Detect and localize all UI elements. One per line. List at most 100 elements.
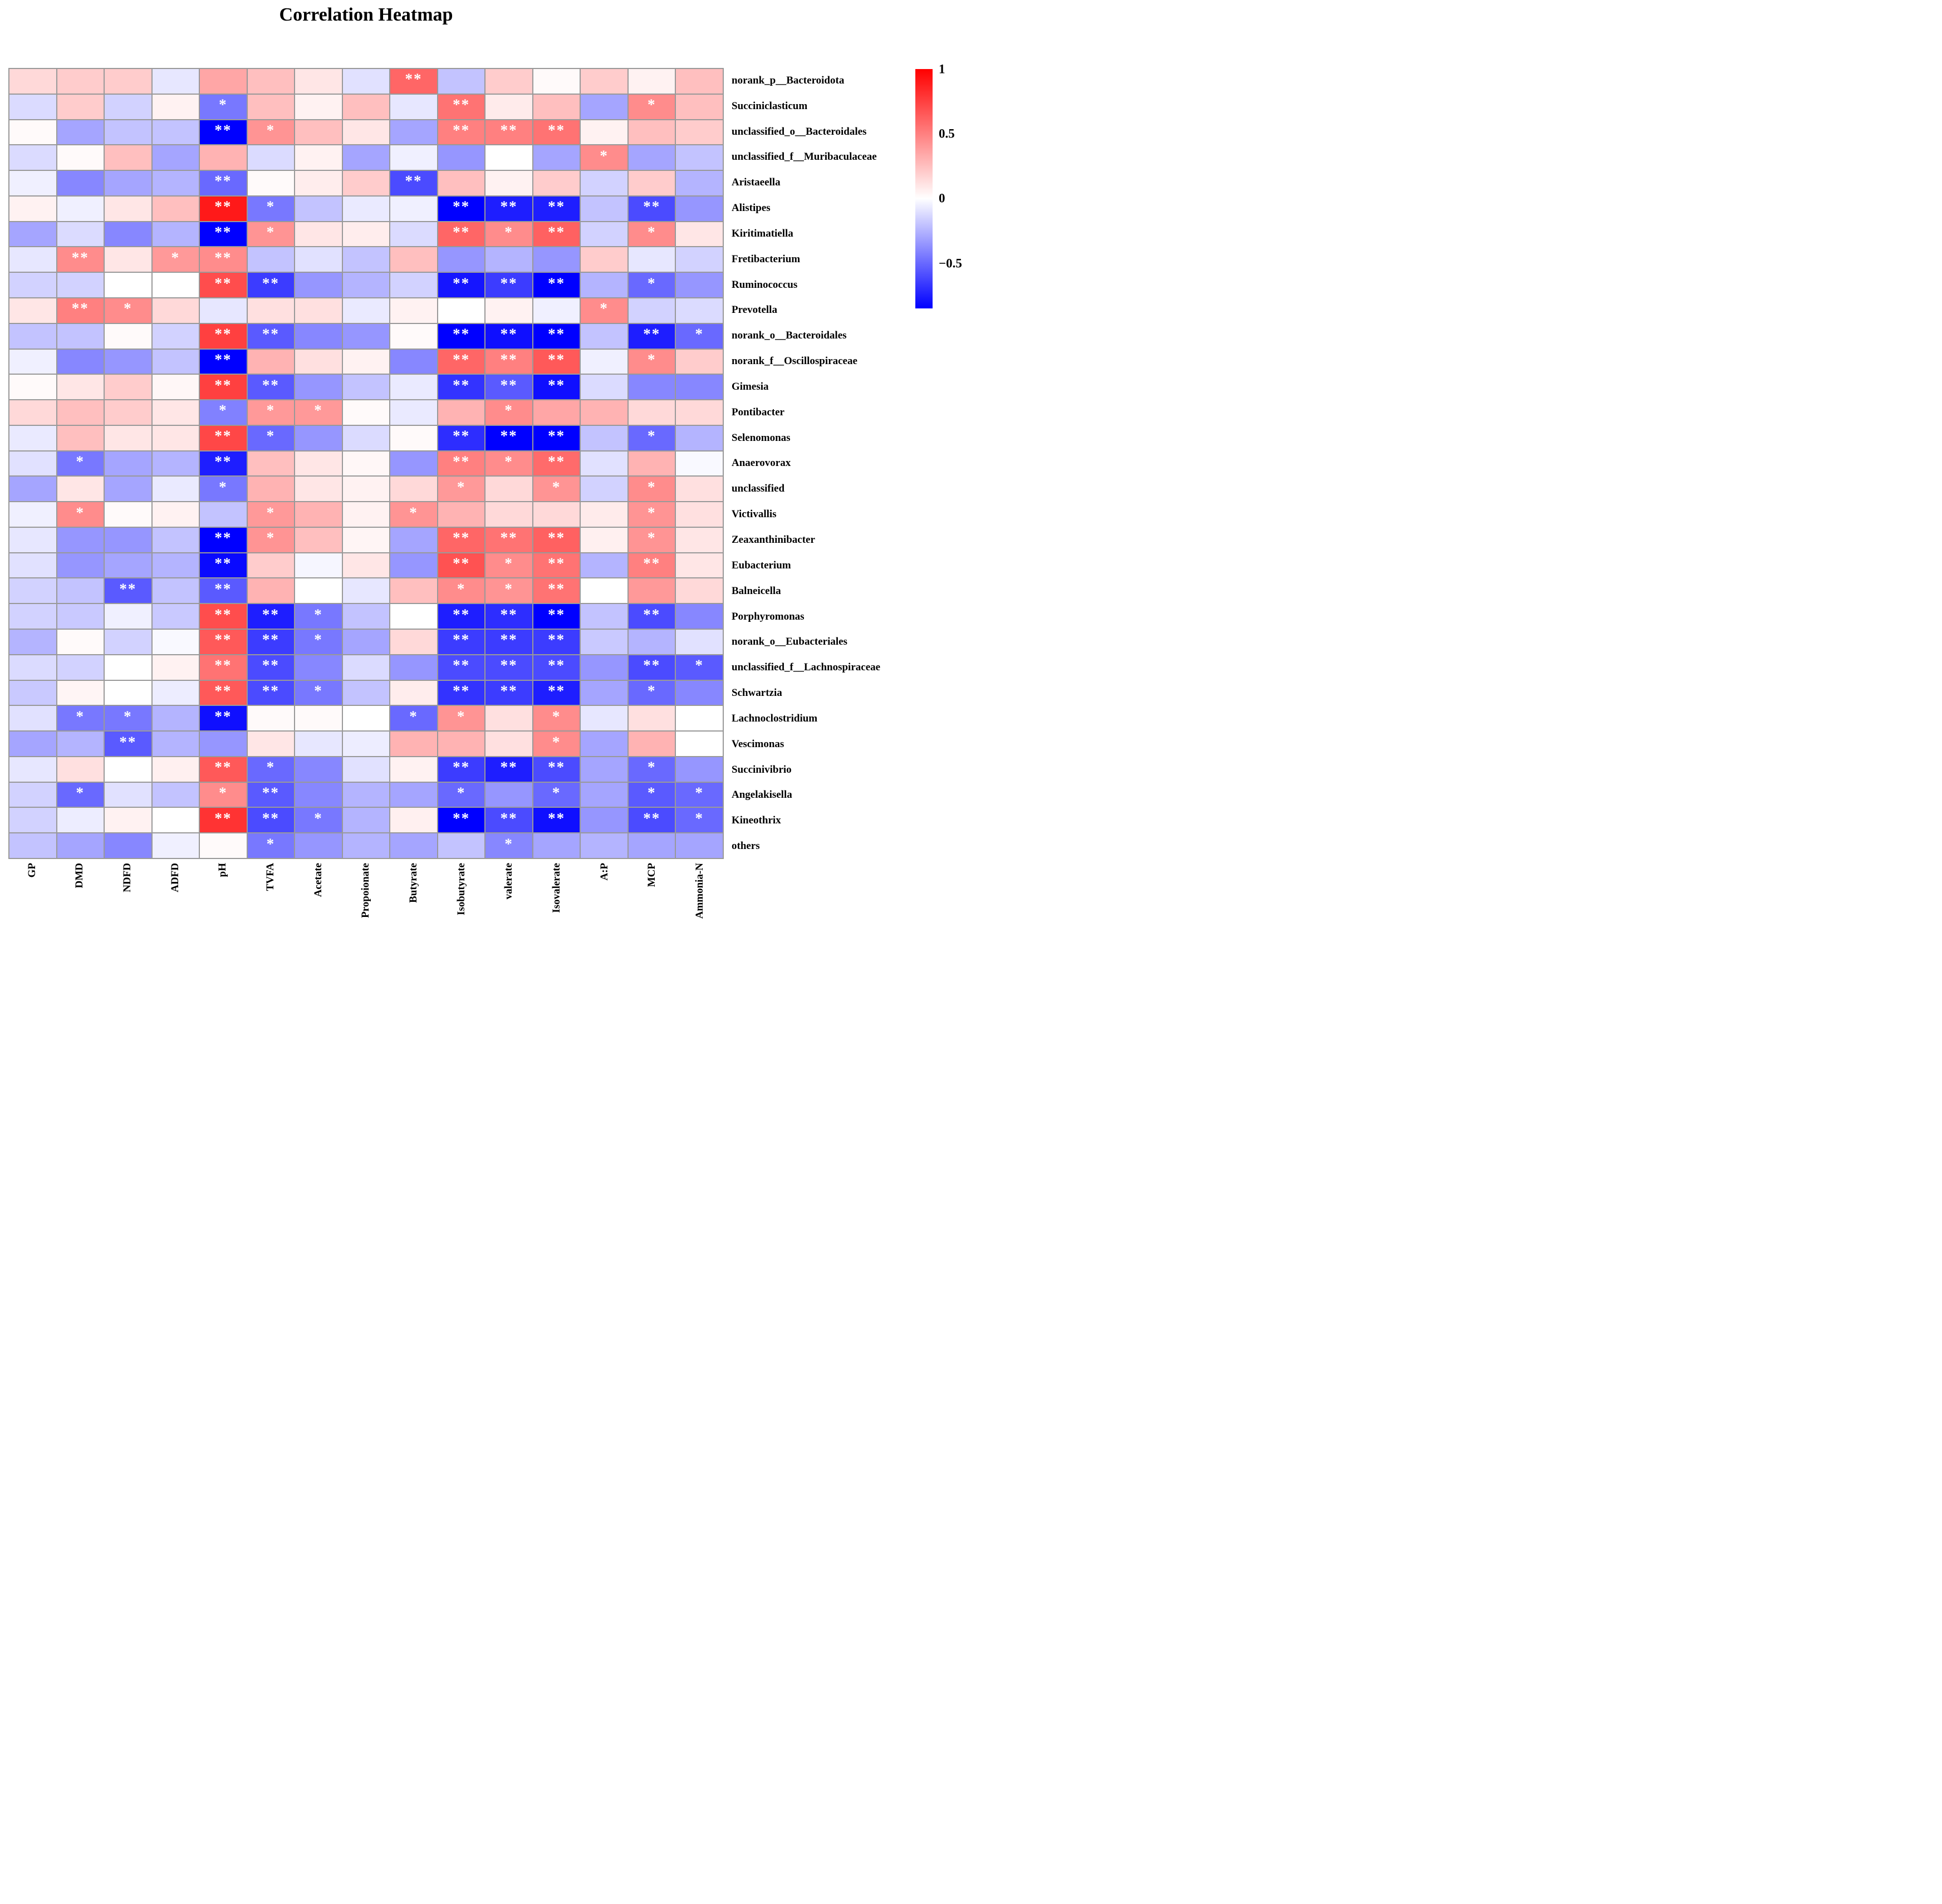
heatmap-cell: ** xyxy=(200,527,247,552)
heatmap-cell: ** xyxy=(438,196,485,221)
significance-marker: ** xyxy=(119,733,137,750)
heatmap-cell xyxy=(390,273,437,297)
significance-marker: ** xyxy=(214,351,232,368)
heatmap-cell xyxy=(581,706,627,731)
heatmap-cell: ** xyxy=(200,273,247,297)
heatmap-cell xyxy=(390,298,437,323)
heatmap-cell xyxy=(533,94,580,119)
significance-marker: * xyxy=(552,708,561,725)
heatmap-cell xyxy=(581,349,627,374)
heatmap-cell xyxy=(676,273,723,297)
heatmap-cell: ** xyxy=(485,323,532,349)
heatmap-cell xyxy=(628,706,675,731)
heatmap-cell: * xyxy=(676,655,723,680)
heatmap-cell xyxy=(105,400,151,425)
heatmap-cell xyxy=(390,425,437,450)
heatmap-cell xyxy=(628,630,675,654)
heatmap-cell xyxy=(438,145,485,170)
column-label: NDFD xyxy=(121,863,134,892)
heatmap-cell: * xyxy=(581,298,627,323)
significance-marker: ** xyxy=(214,223,232,241)
significance-marker: ** xyxy=(548,656,566,674)
significance-marker: ** xyxy=(214,453,232,470)
heatmap-cell: ** xyxy=(200,120,247,145)
significance-marker: ** xyxy=(500,529,518,546)
heatmap-cell xyxy=(247,247,295,272)
row-label: norank_o__Bacteroidales xyxy=(732,330,847,342)
significance-marker: ** xyxy=(548,529,566,546)
heatmap-cell xyxy=(295,833,342,858)
heatmap-cell xyxy=(485,706,532,731)
heatmap-cell xyxy=(57,527,104,552)
heatmap-cell: * xyxy=(247,196,295,221)
heatmap-cell xyxy=(152,196,199,221)
heatmap-cell xyxy=(295,732,342,756)
row-label: Succiniclasticum xyxy=(732,100,808,112)
heatmap-cell xyxy=(247,451,295,476)
significance-marker: * xyxy=(266,223,276,241)
heatmap-cell xyxy=(295,171,342,195)
heatmap-cell: ** xyxy=(247,655,295,680)
heatmap-cell: * xyxy=(628,757,675,782)
row-label: Eubacterium xyxy=(732,559,791,571)
heatmap-cell xyxy=(390,833,437,858)
heatmap-cell xyxy=(581,808,627,833)
heatmap-cell xyxy=(247,477,295,502)
heatmap-cell xyxy=(390,247,437,272)
heatmap-cell xyxy=(295,782,342,807)
heatmap-cell xyxy=(581,69,627,94)
heatmap-cell xyxy=(57,578,104,603)
significance-marker: ** xyxy=(500,631,518,648)
heatmap-cell xyxy=(342,94,390,119)
heatmap-cell: * xyxy=(247,425,295,450)
significance-marker: ** xyxy=(453,554,470,572)
heatmap-cell xyxy=(57,630,104,654)
heatmap-cell xyxy=(152,400,199,425)
heatmap-cell xyxy=(57,120,104,145)
heatmap-cell xyxy=(628,578,675,603)
heatmap-cell xyxy=(390,757,437,782)
significance-marker: ** xyxy=(548,198,566,215)
significance-marker: * xyxy=(219,401,228,419)
heatmap-cell xyxy=(152,757,199,782)
heatmap-cell: ** xyxy=(533,349,580,374)
significance-marker: ** xyxy=(453,682,470,699)
column-label: ADFD xyxy=(169,863,181,892)
heatmap-cell xyxy=(390,680,437,705)
heatmap-cell xyxy=(342,833,390,858)
heatmap-cell xyxy=(9,94,56,119)
significance-marker: ** xyxy=(262,784,279,801)
heatmap-cell: ** xyxy=(628,655,675,680)
heatmap-cell: ** xyxy=(533,604,580,629)
heatmap-cell: ** xyxy=(200,680,247,705)
significance-marker: * xyxy=(695,784,704,801)
significance-marker: ** xyxy=(453,758,470,776)
heatmap-cell: * xyxy=(295,604,342,629)
heatmap-cell: * xyxy=(247,120,295,145)
heatmap-cell xyxy=(676,706,723,731)
significance-marker: ** xyxy=(214,249,232,266)
heatmap-cell: ** xyxy=(200,349,247,374)
heatmap-cell: * xyxy=(628,273,675,297)
heatmap-cell: ** xyxy=(200,655,247,680)
heatmap-cell xyxy=(152,145,199,170)
heatmap-cell: ** xyxy=(438,604,485,629)
heatmap-cell xyxy=(295,94,342,119)
heatmap-cell xyxy=(628,451,675,476)
heatmap-cell: * xyxy=(438,578,485,603)
heatmap-cell xyxy=(676,247,723,272)
heatmap-cell xyxy=(57,375,104,400)
heatmap-cell: ** xyxy=(533,527,580,552)
heatmap-cell xyxy=(485,782,532,807)
significance-marker: ** xyxy=(453,351,470,368)
heatmap-cell xyxy=(581,400,627,425)
heatmap-cell xyxy=(295,451,342,476)
significance-marker: ** xyxy=(453,376,470,394)
heatmap-cell xyxy=(57,604,104,629)
significance-marker: ** xyxy=(214,631,232,648)
heatmap-cell xyxy=(9,630,56,654)
heatmap-cell: * xyxy=(628,502,675,527)
significance-marker: * xyxy=(457,580,466,597)
significance-marker: ** xyxy=(214,274,232,292)
heatmap-cell xyxy=(152,477,199,502)
